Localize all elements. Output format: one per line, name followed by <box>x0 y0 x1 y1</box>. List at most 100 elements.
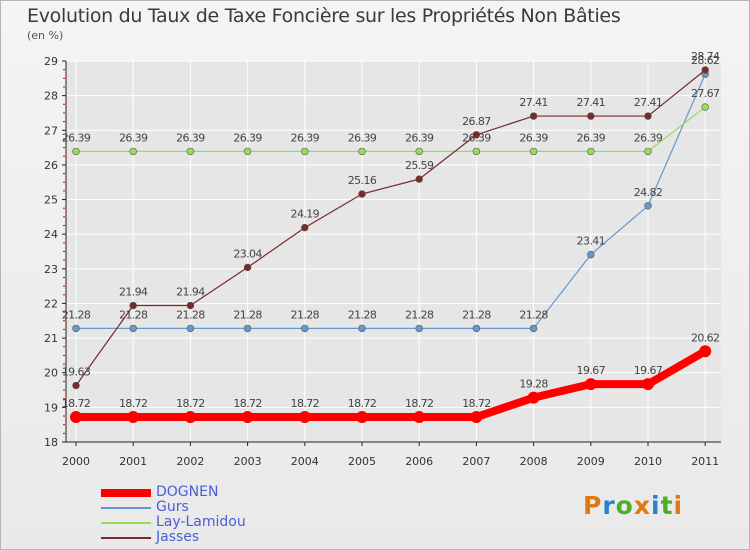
data-point-dognen <box>184 411 197 424</box>
data-label-gurs: 24.82 <box>634 186 663 199</box>
logo-letter: i <box>651 491 661 520</box>
data-label-dognen: 18.72 <box>405 397 434 410</box>
x-tick-label: 2001 <box>119 455 147 468</box>
data-point-gurs <box>243 324 252 333</box>
data-point-lay-lamidou <box>415 147 423 156</box>
data-point-dognen <box>699 345 712 358</box>
data-point-dognen <box>241 411 254 424</box>
logo-letter: i <box>673 491 684 520</box>
data-point-jasses <box>529 112 538 120</box>
data-point-jasses <box>415 175 423 183</box>
data-point-jasses <box>472 131 481 139</box>
plot-area <box>66 61 721 442</box>
x-tick-label: 2010 <box>634 455 662 468</box>
data-label-dognen: 18.72 <box>291 397 320 410</box>
x-tick-label: 2005 <box>348 455 376 468</box>
legend-label-dognen: DOGNEN <box>156 484 219 500</box>
x-tick-label: 2008 <box>520 455 548 468</box>
chart-title: Evolution du Taux de Taxe Foncière sur l… <box>27 5 621 27</box>
data-point-dognen <box>413 411 426 424</box>
data-label-dognen: 18.72 <box>176 397 205 410</box>
y-tick-label: 23 <box>44 263 58 276</box>
data-label-jasses: 24.19 <box>291 208 320 221</box>
data-point-gurs <box>129 324 137 333</box>
data-point-gurs <box>72 324 80 333</box>
data-point-lay-lamidou <box>301 147 309 156</box>
x-tick-label: 2011 <box>691 455 719 468</box>
data-point-jasses <box>186 301 195 310</box>
data-label-dognen: 18.72 <box>462 397 491 410</box>
legend-label-gurs: Gurs <box>156 499 189 515</box>
data-point-lay-lamidou <box>587 147 595 156</box>
y-tick-label: 20 <box>44 367 58 380</box>
logo-letter: x <box>633 491 651 520</box>
logo-letter: P <box>583 491 603 520</box>
data-label-gurs: 21.28 <box>233 308 262 321</box>
data-label-dognen: 20.62 <box>691 331 720 344</box>
y-tick-label: 25 <box>44 194 58 207</box>
data-point-lay-lamidou <box>358 147 366 156</box>
y-tick-label: 18 <box>44 436 58 449</box>
data-point-lay-lamidou <box>72 147 80 156</box>
data-label-lay-lamidou: 26.39 <box>348 131 377 144</box>
data-label-lay-lamidou: 26.39 <box>62 131 91 144</box>
data-point-jasses <box>129 301 137 310</box>
data-point-gurs <box>644 202 652 210</box>
data-point-lay-lamidou <box>644 147 652 156</box>
data-label-lay-lamidou: 26.39 <box>119 131 148 144</box>
data-point-dognen <box>642 378 654 391</box>
data-label-gurs: 21.28 <box>462 308 491 321</box>
data-label-gurs: 21.28 <box>119 308 148 321</box>
data-label-lay-lamidou: 26.39 <box>405 131 434 144</box>
x-tick-label: 2006 <box>405 455 433 468</box>
data-label-lay-lamidou: 26.39 <box>291 131 320 144</box>
y-tick-label: 19 <box>44 401 58 414</box>
data-label-jasses: 25.59 <box>405 159 434 172</box>
data-point-lay-lamidou <box>472 147 481 156</box>
data-label-jasses: 25.16 <box>348 174 377 187</box>
data-label-gurs: 21.28 <box>291 308 320 321</box>
data-point-dognen <box>127 411 140 424</box>
legend-label-jasses: Jasses <box>156 529 200 545</box>
data-point-lay-lamidou <box>529 147 538 156</box>
legend-swatch-jasses <box>101 537 151 539</box>
legend-label-lay-lamidou: Lay-Lamidou <box>156 514 246 530</box>
data-label-dognen: 18.72 <box>348 397 377 410</box>
y-tick-label: 22 <box>44 297 58 310</box>
y-tick-label: 26 <box>44 159 58 172</box>
data-point-lay-lamidou <box>129 147 137 156</box>
data-label-dognen: 19.67 <box>634 364 663 377</box>
x-tick-label: 2002 <box>176 455 204 468</box>
data-point-dognen <box>584 378 597 391</box>
data-label-gurs: 21.28 <box>519 308 548 321</box>
series-line-gurs <box>75 73 706 329</box>
data-label-jasses: 26.87 <box>462 115 491 128</box>
data-label-lay-lamidou: 26.39 <box>577 131 606 144</box>
series-line-lay-lamidou <box>75 106 706 153</box>
data-label-lay-lamidou: 26.39 <box>519 131 548 144</box>
data-point-lay-lamidou <box>701 103 709 111</box>
series-line-dognen <box>72 347 710 422</box>
data-label-gurs: 21.28 <box>348 308 377 321</box>
logo-letter: t <box>660 491 674 520</box>
y-tick-label: 29 <box>44 55 58 68</box>
data-label-jasses: 19.63 <box>62 366 91 379</box>
data-point-lay-lamidou <box>243 147 252 156</box>
data-label-jasses: 21.94 <box>119 286 148 299</box>
data-point-gurs <box>358 324 366 333</box>
data-point-jasses <box>72 381 80 390</box>
data-label-jasses: 28.74 <box>691 50 720 63</box>
x-tick-label: 2009 <box>577 455 605 468</box>
data-point-gurs <box>529 324 538 333</box>
data-label-dognen: 18.72 <box>119 397 148 410</box>
x-tick-label: 2007 <box>462 455 490 468</box>
data-point-dognen <box>527 391 540 404</box>
data-point-jasses <box>701 66 709 74</box>
data-point-jasses <box>587 112 595 120</box>
data-label-gurs: 28.62 <box>691 54 720 67</box>
data-label-jasses: 27.41 <box>519 96 548 109</box>
y-tick-label: 24 <box>44 228 58 241</box>
data-point-dognen <box>70 411 82 424</box>
